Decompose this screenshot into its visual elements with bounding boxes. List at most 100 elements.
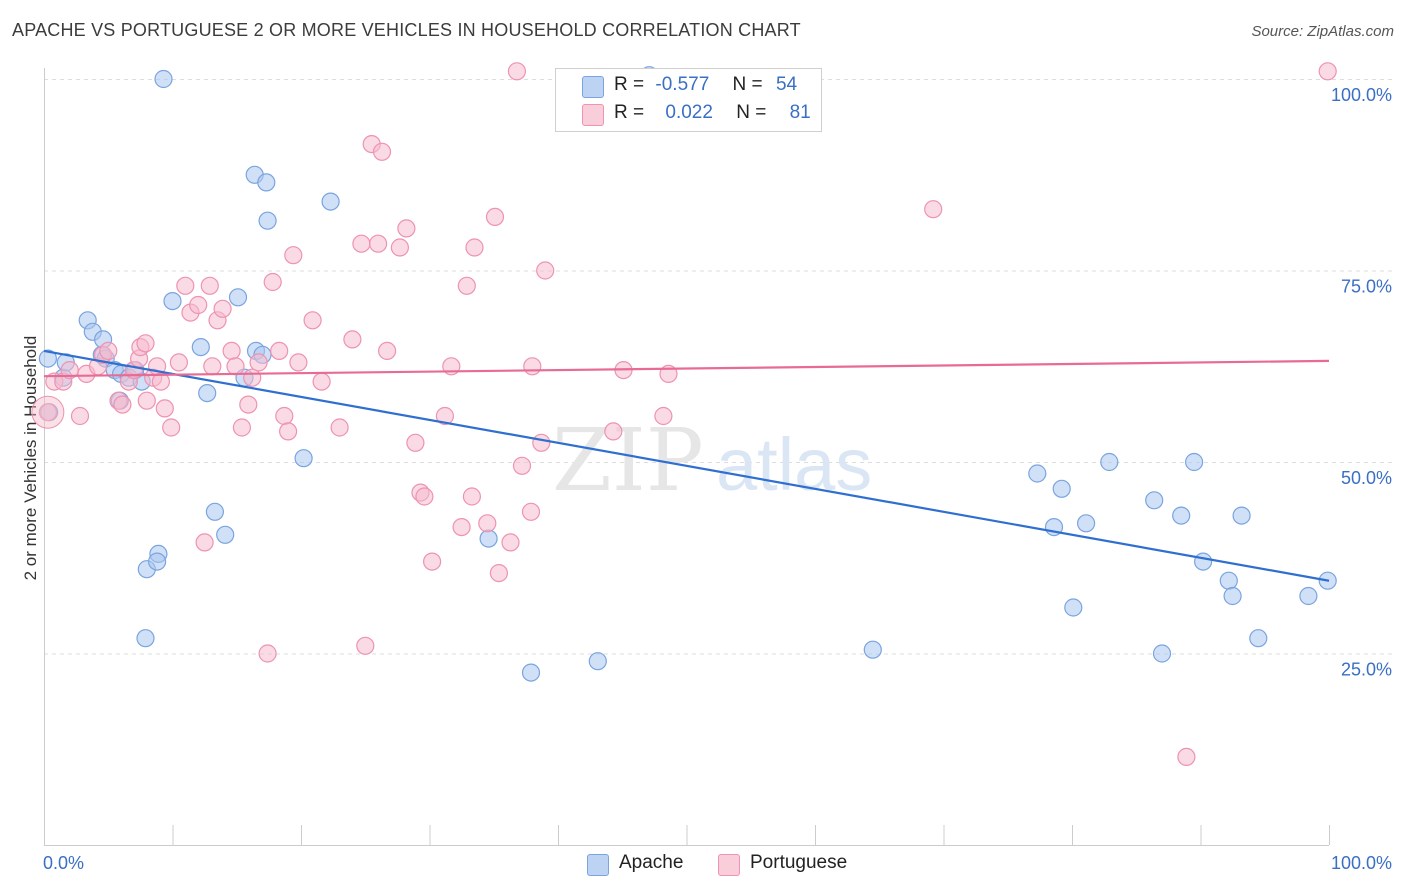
- portuguese-point: [203, 357, 222, 376]
- data-points: [31, 62, 1337, 767]
- legend-swatch-apache: [582, 76, 604, 98]
- portuguese-point: [372, 142, 392, 161]
- axes: [44, 68, 1330, 846]
- apache-point: [216, 525, 235, 544]
- portuguese-point: [462, 487, 481, 506]
- apache-point: [257, 173, 276, 192]
- portuguese-point: [279, 422, 298, 441]
- apache-point: [1028, 464, 1047, 483]
- gridlines: [44, 79, 1392, 655]
- portuguese-point: [195, 533, 214, 552]
- portuguese-point: [31, 395, 65, 429]
- portuguese-point: [243, 368, 262, 387]
- apache-point: [863, 640, 882, 659]
- apache-point: [1100, 452, 1119, 472]
- apache-point: [1145, 491, 1164, 510]
- legend-r-value-apache: -0.577: [655, 74, 710, 95]
- portuguese-point: [258, 644, 277, 663]
- portuguese-point: [1318, 62, 1337, 81]
- apache-point: [1193, 552, 1213, 571]
- tick-labels: 25.0% 50.0% 75.0% 100.0% 0.0% 100.0%: [43, 85, 1392, 873]
- portuguese-point: [501, 533, 520, 552]
- portuguese-point: [654, 406, 673, 426]
- portuguese-point: [397, 219, 416, 238]
- portuguese-point: [176, 276, 195, 295]
- apache-point: [521, 663, 541, 682]
- apache-point: [1052, 479, 1071, 498]
- portuguese-point: [275, 406, 294, 426]
- portuguese-point: [435, 406, 454, 426]
- portuguese-point: [284, 246, 303, 265]
- apache-point: [258, 211, 277, 230]
- portuguese-point: [369, 234, 388, 253]
- portuguese-point: [406, 433, 425, 452]
- bottom-legend-swatch-portuguese: [718, 854, 740, 876]
- portuguese-point: [521, 502, 541, 521]
- portuguese-point: [38, 403, 58, 422]
- legend-n-label: N =: [732, 74, 763, 95]
- apache-point: [1076, 514, 1096, 533]
- portuguese-point: [113, 395, 132, 414]
- trend-lines: [43, 349, 1330, 582]
- legend-r-value-portuguese: 0.022: [665, 102, 713, 123]
- portuguese-point: [137, 391, 156, 410]
- apache-point: [1223, 586, 1242, 606]
- portuguese-point: [390, 238, 409, 257]
- portuguese-point: [312, 372, 331, 391]
- portuguese-point: [263, 272, 282, 292]
- chart-title: APACHE VS PORTUGUESE 2 OR MORE VEHICLES …: [12, 20, 801, 40]
- apache-point: [1219, 571, 1238, 590]
- apache-point: [1152, 644, 1172, 663]
- portuguese-point: [99, 341, 118, 360]
- apache-point: [1184, 452, 1204, 472]
- bottom-legend-swatch-apache: [587, 854, 609, 876]
- watermark-zip: ZIP: [552, 411, 704, 511]
- apache-point: [321, 192, 340, 211]
- portuguese-point: [465, 238, 484, 257]
- portuguese-point: [507, 62, 527, 81]
- watermark: ZIP atlas: [552, 411, 872, 511]
- portuguese-point: [239, 395, 258, 414]
- apache-point: [1299, 586, 1318, 606]
- portuguese-point: [249, 353, 268, 372]
- portuguese-point: [352, 234, 371, 253]
- bottom-legend-label-portuguese: Portuguese: [750, 852, 848, 873]
- portuguese-point: [536, 261, 555, 280]
- y-tick-label: 75.0%: [1341, 277, 1392, 297]
- portuguese-point: [70, 406, 90, 426]
- portuguese-point: [169, 353, 188, 372]
- portuguese-point: [200, 276, 219, 295]
- apache-point: [479, 529, 498, 548]
- apache-point: [294, 449, 313, 468]
- portuguese-point: [1177, 747, 1196, 767]
- portuguese-point: [155, 399, 174, 418]
- apache-point: [205, 502, 224, 521]
- portuguese-point: [189, 295, 208, 315]
- apache-point: [1064, 598, 1083, 617]
- portuguese-point: [213, 299, 232, 318]
- apache-point: [588, 652, 607, 671]
- portuguese-point: [330, 418, 349, 437]
- portuguese-point: [270, 341, 289, 360]
- legend-n-value-portuguese: 81: [789, 102, 811, 123]
- apache-point: [1232, 506, 1251, 525]
- portuguese-point: [489, 563, 508, 583]
- apache-point: [198, 384, 217, 403]
- portuguese-point: [378, 341, 397, 360]
- portuguese-point: [222, 341, 241, 360]
- apache-point: [163, 292, 182, 311]
- apache-point: [1249, 629, 1268, 648]
- legend-r-label: R =: [614, 102, 645, 123]
- apache-point: [38, 349, 58, 368]
- portuguese-point: [457, 276, 476, 295]
- apache-point: [228, 288, 248, 307]
- portuguese-point: [452, 517, 471, 537]
- legend-n-value-apache: 54: [775, 74, 798, 95]
- portuguese-point: [523, 357, 542, 376]
- portuguese-point: [232, 418, 251, 437]
- portuguese-point: [343, 330, 362, 349]
- portuguese-point: [226, 357, 245, 376]
- portuguese-point: [423, 552, 442, 571]
- legend: R = -0.577 N = 54 R = 0.022 N = 81: [555, 68, 822, 132]
- portuguese-point: [356, 636, 375, 655]
